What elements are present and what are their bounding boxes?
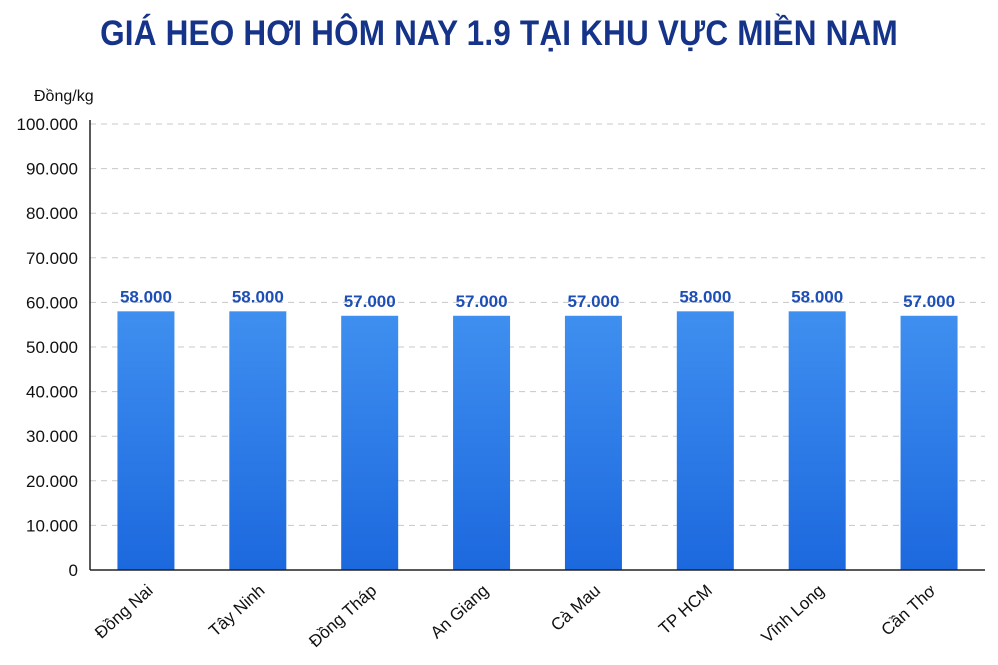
- bar-value-label: 58.000: [679, 287, 731, 306]
- y-tick-label: 20.000: [26, 472, 78, 491]
- grid-lines: [90, 123, 985, 526]
- y-tick-label: 60.000: [26, 293, 78, 312]
- bar: [341, 315, 399, 570]
- y-tick-label: 40.000: [26, 383, 78, 402]
- y-tick-label: 10.000: [26, 516, 78, 535]
- x-tick-label: TP HCM: [655, 581, 716, 639]
- bar-value-label: 58.000: [120, 287, 172, 306]
- axes: [89, 120, 985, 571]
- y-tick-label: 80.000: [26, 204, 78, 223]
- x-tick-label: Vĩnh Long: [758, 581, 828, 647]
- y-tick-label: 100.000: [17, 115, 78, 134]
- bar-value-label: 57.000: [456, 292, 508, 311]
- bar: [900, 315, 958, 570]
- bar-value-label: 58.000: [791, 287, 843, 306]
- bars: [117, 311, 958, 570]
- y-axis-label: Đồng/kg: [34, 88, 94, 105]
- bar: [788, 311, 846, 570]
- x-tick-label: Đồng Tháp: [305, 581, 380, 651]
- bar: [229, 311, 287, 570]
- bar: [117, 311, 175, 570]
- bar-value-label: 57.000: [344, 292, 396, 311]
- bar-value-label: 57.000: [567, 292, 619, 311]
- y-tick-label: 70.000: [26, 249, 78, 268]
- chart-title: GIÁ HEO HƠI HÔM NAY 1.9 TẠI KHU VỰC MIỀN…: [100, 14, 898, 53]
- bar: [676, 311, 734, 570]
- x-tick-label: Đồng Nai: [91, 581, 156, 643]
- x-tick-label: An Giang: [427, 581, 492, 643]
- bar-value-label: 57.000: [903, 292, 955, 311]
- y-tick-label: 0: [69, 561, 78, 580]
- bar-value-label: 58.000: [232, 287, 284, 306]
- bar: [453, 315, 511, 570]
- x-tick-label: Cần Thơ: [878, 581, 940, 640]
- x-tick-label: Cà Mau: [547, 581, 604, 635]
- x-tick-label: Tây Ninh: [205, 581, 268, 641]
- y-tick-label: 30.000: [26, 427, 78, 446]
- y-tick-label: 50.000: [26, 338, 78, 357]
- bar: [564, 315, 622, 570]
- y-tick-label: 90.000: [26, 160, 78, 179]
